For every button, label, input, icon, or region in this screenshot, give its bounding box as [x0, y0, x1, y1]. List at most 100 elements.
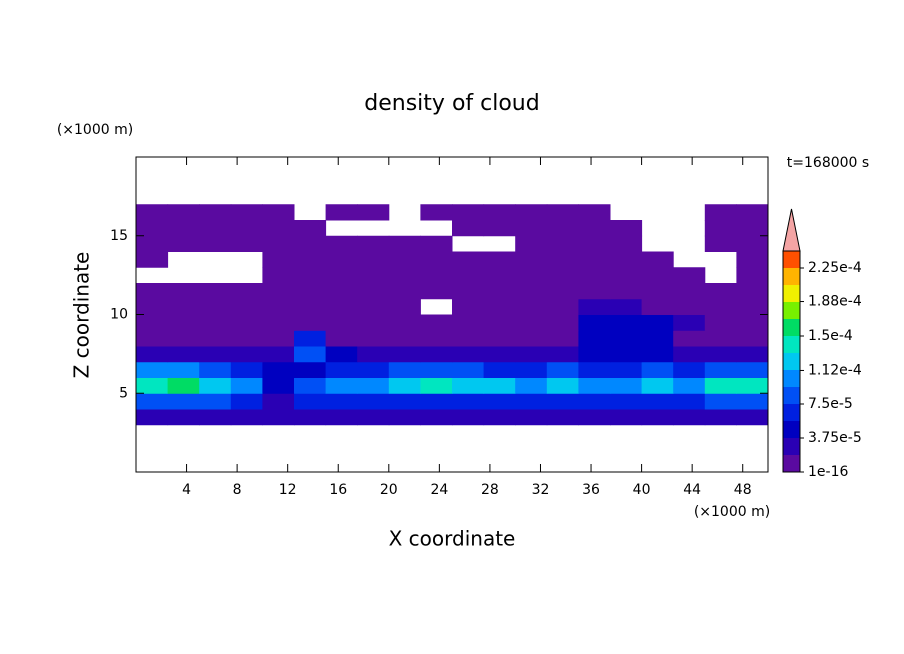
- field-cell: [515, 377, 548, 394]
- field-cell: [578, 267, 611, 284]
- field-cell: [704, 346, 737, 363]
- x-tick-label: 44: [683, 482, 701, 498]
- field-cell: [262, 346, 295, 363]
- field-cell: [546, 314, 579, 331]
- field-cell: [357, 393, 390, 410]
- field-cell: [262, 267, 295, 284]
- field-cell: [546, 409, 579, 426]
- colorbar-tick-label: 2.25e-4: [808, 260, 862, 276]
- field-cell: [673, 346, 706, 363]
- field-cell: [262, 235, 295, 252]
- field-cell: [230, 283, 263, 300]
- field-cell: [452, 283, 485, 300]
- x-tick-label: 12: [279, 482, 297, 498]
- field-cell: [483, 409, 516, 426]
- field-cell: [452, 251, 485, 268]
- field-cell: [610, 361, 643, 378]
- field-cell: [294, 283, 327, 300]
- field-cell: [641, 409, 674, 426]
- field-cell: [357, 377, 390, 394]
- field-cell: [704, 330, 737, 347]
- field-cell: [262, 377, 295, 394]
- field-cell: [230, 377, 263, 394]
- field-cell: [136, 298, 169, 315]
- field-cell: [167, 393, 200, 410]
- field-cell: [483, 267, 516, 284]
- field-cell: [388, 251, 421, 268]
- x-tick-label: 36: [582, 482, 600, 498]
- field-cell: [641, 267, 674, 284]
- colorbar-band: [783, 353, 800, 370]
- field-cell: [388, 330, 421, 347]
- field-cell: [610, 346, 643, 363]
- field-cell: [452, 298, 485, 315]
- colorbar-extension: [782, 208, 801, 252]
- field-cell: [420, 267, 453, 284]
- field-cell: [136, 409, 169, 426]
- field-cell: [704, 283, 737, 300]
- field-cell: [515, 409, 548, 426]
- field-cell: [199, 283, 232, 300]
- field-cell: [357, 409, 390, 426]
- field-cell: [136, 251, 169, 268]
- field-cell: [262, 330, 295, 347]
- field-cell: [388, 314, 421, 331]
- field-cell: [325, 361, 358, 378]
- colorbar-band: [783, 251, 800, 268]
- field-cell: [610, 330, 643, 347]
- field-cell: [546, 204, 579, 221]
- colorbar-tick-label: 3.75e-5: [808, 430, 862, 446]
- field-cell: [578, 251, 611, 268]
- field-cell: [136, 235, 169, 252]
- field-cell: [388, 409, 421, 426]
- field-cell: [420, 204, 453, 221]
- field-cell: [136, 314, 169, 331]
- field-cell: [610, 267, 643, 284]
- field-cell: [230, 314, 263, 331]
- field-cell: [262, 409, 295, 426]
- field-cell: [199, 377, 232, 394]
- field-cell: [420, 314, 453, 331]
- field-cell: [483, 204, 516, 221]
- field-cell: [610, 393, 643, 410]
- colorbar-band: [783, 336, 800, 353]
- field-cell: [357, 204, 390, 221]
- field-cell: [167, 346, 200, 363]
- colorbar-band: [783, 421, 800, 438]
- y-tick-label: 10: [110, 307, 128, 323]
- field-cell: [167, 377, 200, 394]
- field-cell: [357, 314, 390, 331]
- field-cell: [610, 377, 643, 394]
- field-cell: [230, 235, 263, 252]
- colorbar-frame: [782, 250, 801, 473]
- field-cell: [736, 204, 769, 221]
- field-cell: [136, 220, 169, 237]
- field-cell: [262, 220, 295, 237]
- x-tick-label: 28: [481, 482, 499, 498]
- field-cell: [357, 346, 390, 363]
- field-cell: [357, 298, 390, 315]
- field-cell: [578, 346, 611, 363]
- colorbar-band: [783, 319, 800, 336]
- field-cell: [736, 314, 769, 331]
- field-cell: [452, 393, 485, 410]
- field-cell: [452, 220, 485, 237]
- field-cell: [515, 393, 548, 410]
- field-cell: [736, 235, 769, 252]
- field-cell: [736, 377, 769, 394]
- colorbar-tick-label: 1.12e-4: [808, 362, 862, 378]
- field-cell: [673, 409, 706, 426]
- field-cell: [578, 393, 611, 410]
- field-cell: [167, 220, 200, 237]
- field-cell: [388, 346, 421, 363]
- field-cell: [420, 251, 453, 268]
- field-cell: [325, 283, 358, 300]
- field-cell: [578, 314, 611, 331]
- field-cell: [325, 251, 358, 268]
- field-cell: [199, 220, 232, 237]
- field-cell: [294, 314, 327, 331]
- field-cell: [136, 204, 169, 221]
- field-cell: [167, 361, 200, 378]
- field-cell: [578, 298, 611, 315]
- field-cell: [546, 393, 579, 410]
